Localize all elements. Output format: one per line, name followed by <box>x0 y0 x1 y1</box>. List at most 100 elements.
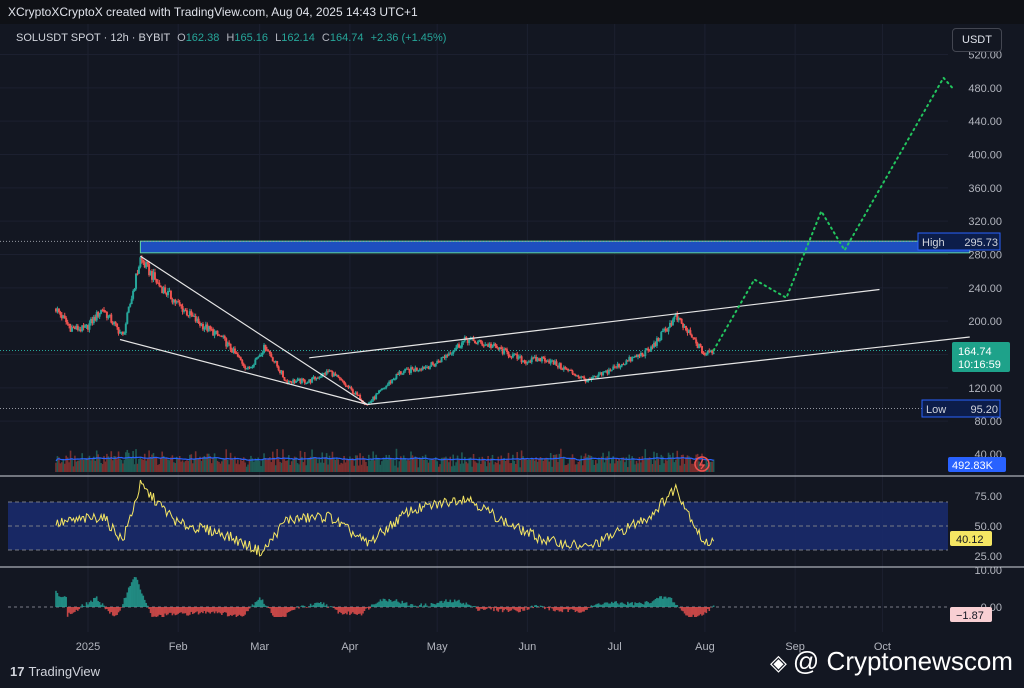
macd-bar <box>91 601 94 607</box>
volume-bar <box>334 459 337 472</box>
candle-body <box>281 370 284 378</box>
tradingview-logo[interactable]: 17 TradingView <box>10 664 100 679</box>
candle-body <box>212 329 215 336</box>
volume-bar <box>247 464 249 472</box>
candle-body <box>424 366 427 369</box>
chart-canvas[interactable]: 80.00120.00160.00200.00240.00280.00320.0… <box>0 24 1024 656</box>
volume-bar <box>619 460 622 472</box>
volume-bar <box>366 466 369 472</box>
candle-body <box>443 356 446 359</box>
candle-body <box>337 375 340 378</box>
macd-bar <box>63 596 66 607</box>
volume-bar <box>116 459 118 472</box>
volume-bar <box>349 456 351 472</box>
macd-bar <box>526 607 529 610</box>
volume-bar <box>581 465 584 472</box>
volume-bar <box>622 457 625 472</box>
macd-bar <box>384 598 386 607</box>
volume-bar <box>85 458 88 472</box>
volume-bar <box>145 460 147 472</box>
candle-body <box>188 311 191 316</box>
macd-bar <box>517 607 520 613</box>
candle-body <box>570 369 573 371</box>
low-label-value: 95.20 <box>970 404 998 416</box>
volume-bar <box>709 461 712 472</box>
macd-bar <box>352 607 354 613</box>
macd-bar <box>542 606 545 608</box>
candle-body <box>268 350 271 354</box>
macd-bar <box>481 607 484 609</box>
macd-bar <box>248 607 251 609</box>
macd-bar <box>462 602 465 607</box>
volume-bar <box>432 458 434 472</box>
macd-bar <box>149 607 152 614</box>
candle-body <box>709 351 712 353</box>
candle-body <box>478 340 481 342</box>
volume-bar <box>549 452 552 472</box>
volume-bar <box>157 464 159 472</box>
macd-bar <box>66 607 69 617</box>
macd-bar <box>693 607 696 617</box>
macd-bar <box>487 607 489 608</box>
candle-body <box>481 342 484 346</box>
macd-bar <box>223 607 226 613</box>
candle-body <box>673 316 676 320</box>
candle-body <box>708 350 711 352</box>
macd-bar <box>375 603 377 607</box>
candle-body <box>174 299 177 303</box>
macd-bar <box>311 605 313 607</box>
volume-bar <box>235 463 238 472</box>
price-tick-label: 280.00 <box>968 250 1002 262</box>
candle-body <box>161 287 164 294</box>
candle-body <box>204 324 207 328</box>
macd-bar <box>322 602 325 607</box>
watermark: ◈ @ Cryptonewscom <box>770 646 1013 677</box>
resistance-zone-rect <box>139 240 971 254</box>
macd-bar <box>608 603 610 607</box>
volume-bar <box>59 463 62 472</box>
macd-bar <box>709 607 712 608</box>
volume-bar <box>78 460 81 472</box>
candle-body <box>596 376 599 378</box>
macd-bar <box>417 607 420 608</box>
macd-bar <box>660 596 663 607</box>
volume-bar <box>692 463 695 472</box>
volume-bar <box>672 452 674 472</box>
volume-bar <box>391 459 393 472</box>
macd-bar <box>551 607 553 609</box>
macd-bar <box>621 602 623 607</box>
macd-bar <box>285 607 287 617</box>
macd-bar <box>680 607 683 611</box>
macd-bar <box>235 607 238 617</box>
macd-bar <box>667 597 670 607</box>
macd-bar <box>167 607 169 615</box>
volume-bar <box>561 458 564 472</box>
currency-button[interactable]: USDT <box>952 28 1002 52</box>
macd-bar <box>222 607 225 613</box>
macd-bar <box>253 605 255 607</box>
candle-body <box>402 371 405 374</box>
volume-bar <box>417 467 420 472</box>
candle-body <box>105 311 108 318</box>
volume-bar <box>609 463 612 472</box>
macd-bar <box>336 607 338 610</box>
volume-bar <box>638 457 641 472</box>
price-tick-label: 120.00 <box>968 383 1002 395</box>
candle-body <box>142 259 145 263</box>
volume-bar <box>354 455 357 472</box>
time-tick-label: Jul <box>608 641 622 653</box>
macd-bar <box>197 607 200 615</box>
candle-body <box>327 370 330 372</box>
macd-bar <box>72 607 75 613</box>
candle-body <box>73 327 76 330</box>
macd-bar <box>143 599 146 607</box>
volume-bar <box>159 458 162 472</box>
macd-bar <box>202 607 204 614</box>
volume-bar <box>321 452 324 472</box>
candle-body <box>426 366 429 368</box>
macd-bar <box>111 607 114 616</box>
volume-bar <box>77 460 79 472</box>
macd-bar <box>578 607 581 613</box>
candle-body <box>398 371 401 375</box>
volume-bar <box>693 461 696 472</box>
